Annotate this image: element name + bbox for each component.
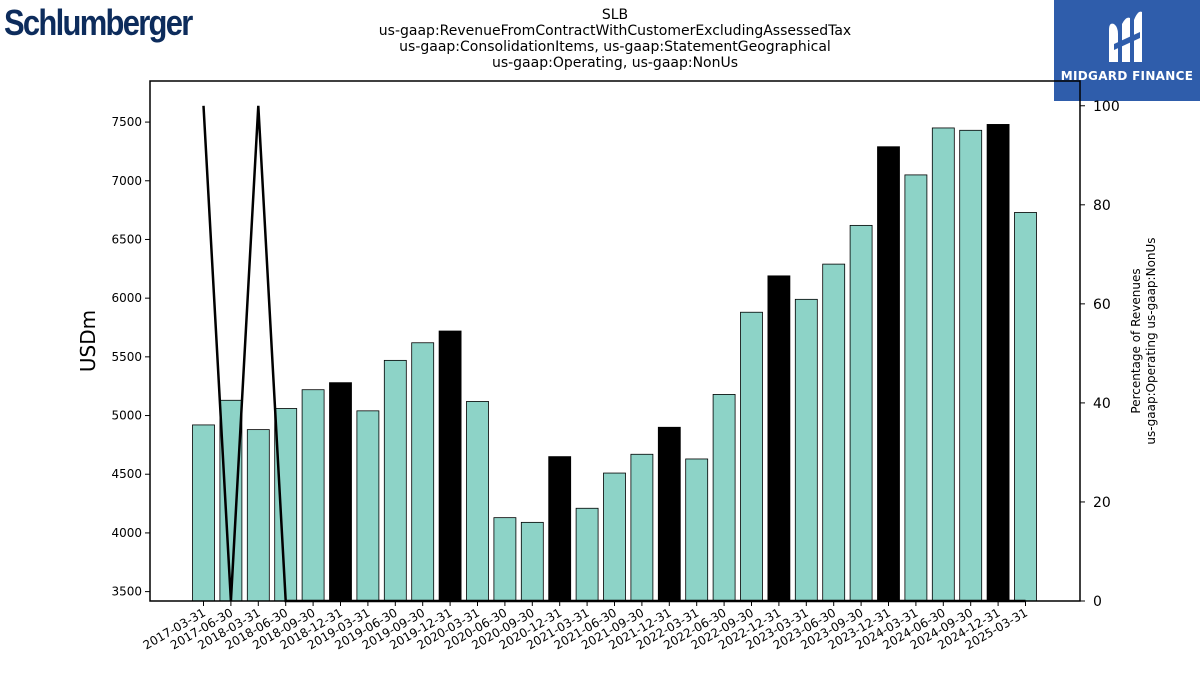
y2-tick-label: 20 [1093, 495, 1111, 511]
brand-name: MIDGARD FINANCE [1060, 69, 1194, 83]
y-tick-label: 7000 [111, 174, 142, 188]
bar [849, 224, 873, 602]
bar [219, 399, 243, 602]
bar [493, 517, 517, 602]
y-tick-label: 7500 [111, 115, 142, 129]
y2-axis: 0 20 40 60 80 100 [1080, 99, 1120, 610]
bar [794, 298, 818, 602]
y-tick-label: 4500 [111, 467, 142, 481]
brand-emblem-icon [1109, 11, 1142, 63]
bar [767, 275, 791, 602]
chart-title-line: us-gaap:ConsolidationItems, us-gaap:Stat… [399, 39, 831, 55]
y2-tick-label: 0 [1093, 594, 1102, 610]
chart-title-line: us-gaap:Operating, us-gaap:NonUs [491, 55, 739, 71]
y-tick-label: 4000 [111, 526, 142, 540]
y-tick-label: 5500 [111, 350, 142, 364]
y2-tick-label: 60 [1093, 297, 1111, 313]
y2-tick-label: 100 [1093, 99, 1120, 115]
x-axis: 2017-03-312017-06-302018-03-312018-06-30… [141, 601, 1030, 652]
y-tick-label: 5000 [111, 409, 142, 423]
y-tick-label: 3500 [111, 585, 142, 599]
bar [959, 129, 983, 602]
bar [877, 146, 900, 602]
bar [301, 389, 325, 602]
chart-title-line: SLB [601, 7, 629, 23]
bar [356, 410, 380, 602]
bar [1014, 212, 1037, 602]
y-axis: 3500 4000 4500 5000 5500 6000 6500 7000 7500 [111, 115, 150, 599]
bar [411, 342, 435, 602]
y2-tick-label: 80 [1093, 198, 1111, 214]
bar [986, 124, 1010, 602]
y-tick-label: 6000 [111, 291, 142, 305]
y-axis-label: USDm [76, 310, 100, 372]
bar [657, 426, 681, 602]
bar [329, 382, 352, 602]
y2-tick-label: 40 [1093, 396, 1111, 412]
bar [904, 174, 928, 602]
bar [712, 394, 736, 602]
chart-title-line: us-gaap:RevenueFromContractWithCustomerE… [378, 23, 852, 39]
y-tick-label: 6500 [111, 232, 142, 246]
y2-axis-label: Percentage of Revenues [1129, 268, 1143, 413]
bar [383, 359, 407, 602]
bar [740, 311, 763, 602]
bar [822, 263, 846, 602]
bar [438, 330, 462, 602]
bar [192, 424, 215, 602]
bar [548, 456, 572, 602]
bar [630, 453, 654, 602]
y2-axis-label: us-gaap:Operating us-gaap:NonUs [1144, 237, 1158, 444]
bar [685, 458, 709, 602]
chart-title: SLB us-gaap:RevenueFromContractWithCusto… [315, 7, 915, 71]
bar [466, 401, 489, 602]
bar [603, 472, 626, 602]
bar [931, 127, 955, 602]
company-logo: Schlumberger [4, 2, 193, 43]
bar-series [192, 124, 1037, 602]
bar [246, 429, 270, 602]
bar [520, 521, 544, 602]
bar [575, 507, 599, 602]
bar [274, 408, 298, 602]
brand-logo: MIDGARD FINANCE [1054, 0, 1200, 101]
